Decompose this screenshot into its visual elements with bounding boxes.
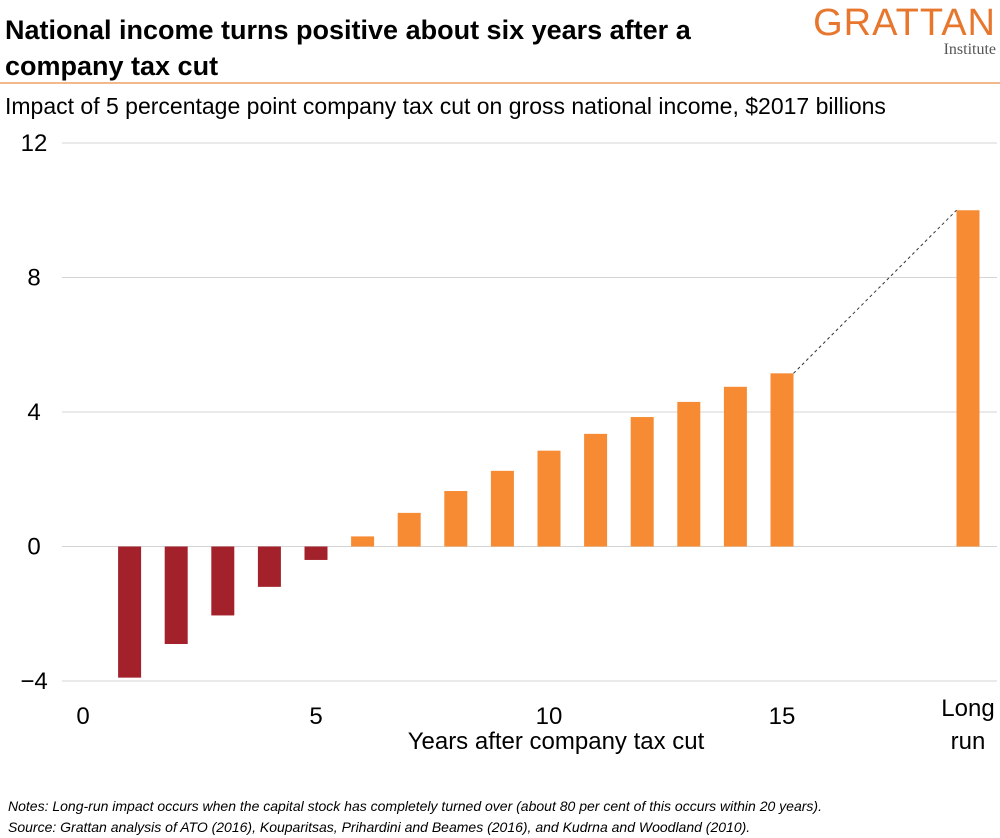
bar-year-5 bbox=[304, 546, 328, 560]
bar-year-1 bbox=[118, 546, 142, 678]
chart-subtitle: Impact of 5 percentage point company tax… bbox=[5, 93, 886, 119]
bars bbox=[118, 210, 980, 678]
gridlines bbox=[62, 142, 997, 682]
y-tick-label: 0 bbox=[27, 534, 40, 561]
x-axis-ticks: 0 5 10 15 bbox=[76, 703, 795, 730]
notes-text: Notes: Long-run impact occurs when the c… bbox=[8, 798, 822, 814]
bar-year-3 bbox=[211, 546, 235, 616]
bar-year-4 bbox=[257, 546, 281, 587]
long-run-label-line2: run bbox=[951, 728, 986, 755]
long-run-connector bbox=[793, 209, 957, 374]
bar-year-9 bbox=[490, 470, 514, 547]
logo-subtitle: Institute bbox=[943, 41, 996, 58]
bar-year-10 bbox=[537, 450, 561, 547]
bar-year-8 bbox=[444, 491, 468, 547]
footnotes: Notes: Long-run impact occurs when the c… bbox=[8, 796, 822, 838]
bar-year-11 bbox=[584, 433, 608, 547]
bar-year-7 bbox=[397, 512, 421, 547]
y-tick-label: 4 bbox=[27, 399, 40, 426]
y-tick-label: −4 bbox=[20, 668, 47, 695]
bar-long-run bbox=[956, 210, 980, 547]
long-run-label: Long run bbox=[941, 695, 994, 755]
bar-year-15 bbox=[770, 373, 794, 547]
bar-year-14 bbox=[723, 386, 747, 547]
y-tick-label: 12 bbox=[21, 130, 48, 157]
bar-year-2 bbox=[164, 546, 188, 645]
chart-title: National income turns positive about six… bbox=[5, 15, 691, 81]
connector bbox=[793, 209, 957, 374]
bar-year-12 bbox=[630, 417, 654, 547]
x-tick-label: 5 bbox=[309, 703, 322, 730]
bar-year-6 bbox=[351, 536, 375, 547]
y-tick-label: 8 bbox=[27, 265, 40, 292]
x-tick-label: 15 bbox=[769, 703, 796, 730]
x-tick-label: 0 bbox=[76, 703, 89, 730]
source-text: Source: Grattan analysis of ATO (2016), … bbox=[8, 819, 751, 835]
long-run-label-line1: Long bbox=[941, 695, 994, 722]
x-axis-title: Years after company tax cut bbox=[408, 728, 705, 755]
bar-year-13 bbox=[677, 401, 701, 547]
title-divider bbox=[0, 82, 1000, 84]
logo-name: GRATTAN bbox=[813, 2, 996, 44]
x-tick-label: 10 bbox=[536, 703, 563, 730]
y-axis-ticks: −4 0 4 8 12 bbox=[20, 130, 47, 695]
grattan-logo: GRATTAN Institute bbox=[806, 2, 996, 58]
